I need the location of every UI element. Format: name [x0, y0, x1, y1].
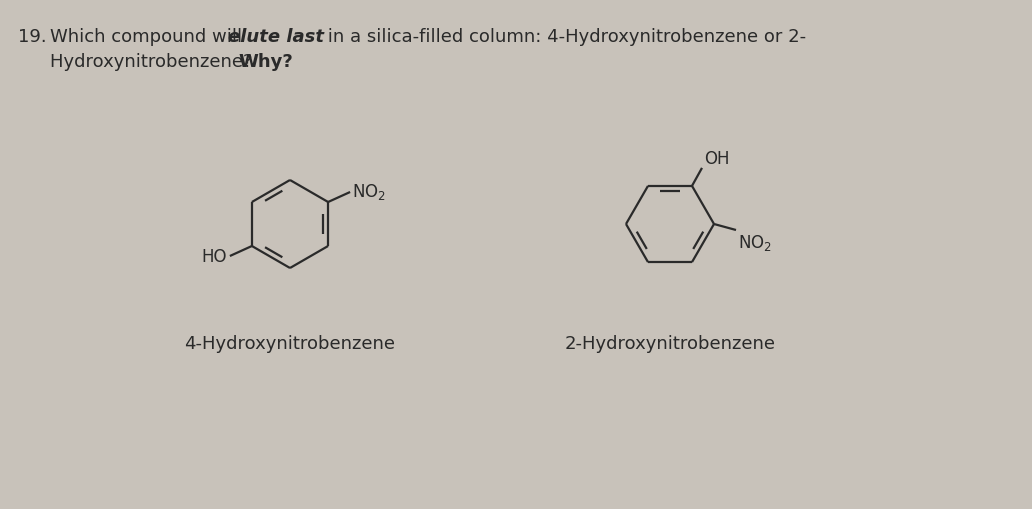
Text: in a silica-filled column: 4-Hydroxynitrobenzene or 2-: in a silica-filled column: 4-Hydroxynitr… — [322, 28, 806, 46]
Text: HO: HO — [201, 247, 227, 266]
Text: elute last: elute last — [228, 28, 324, 46]
Text: 4-Hydroxynitrobenzene: 4-Hydroxynitrobenzene — [185, 334, 395, 352]
Text: NO$_2$: NO$_2$ — [738, 233, 772, 252]
Text: Why?: Why? — [238, 53, 293, 71]
Text: OH: OH — [704, 150, 730, 167]
Text: NO$_2$: NO$_2$ — [352, 182, 386, 202]
Text: Hydroxynitrobenzene?: Hydroxynitrobenzene? — [50, 53, 258, 71]
Text: 2-Hydroxynitrobenzene: 2-Hydroxynitrobenzene — [565, 334, 775, 352]
Text: Which compound will: Which compound will — [50, 28, 248, 46]
Text: 19.: 19. — [18, 28, 46, 46]
